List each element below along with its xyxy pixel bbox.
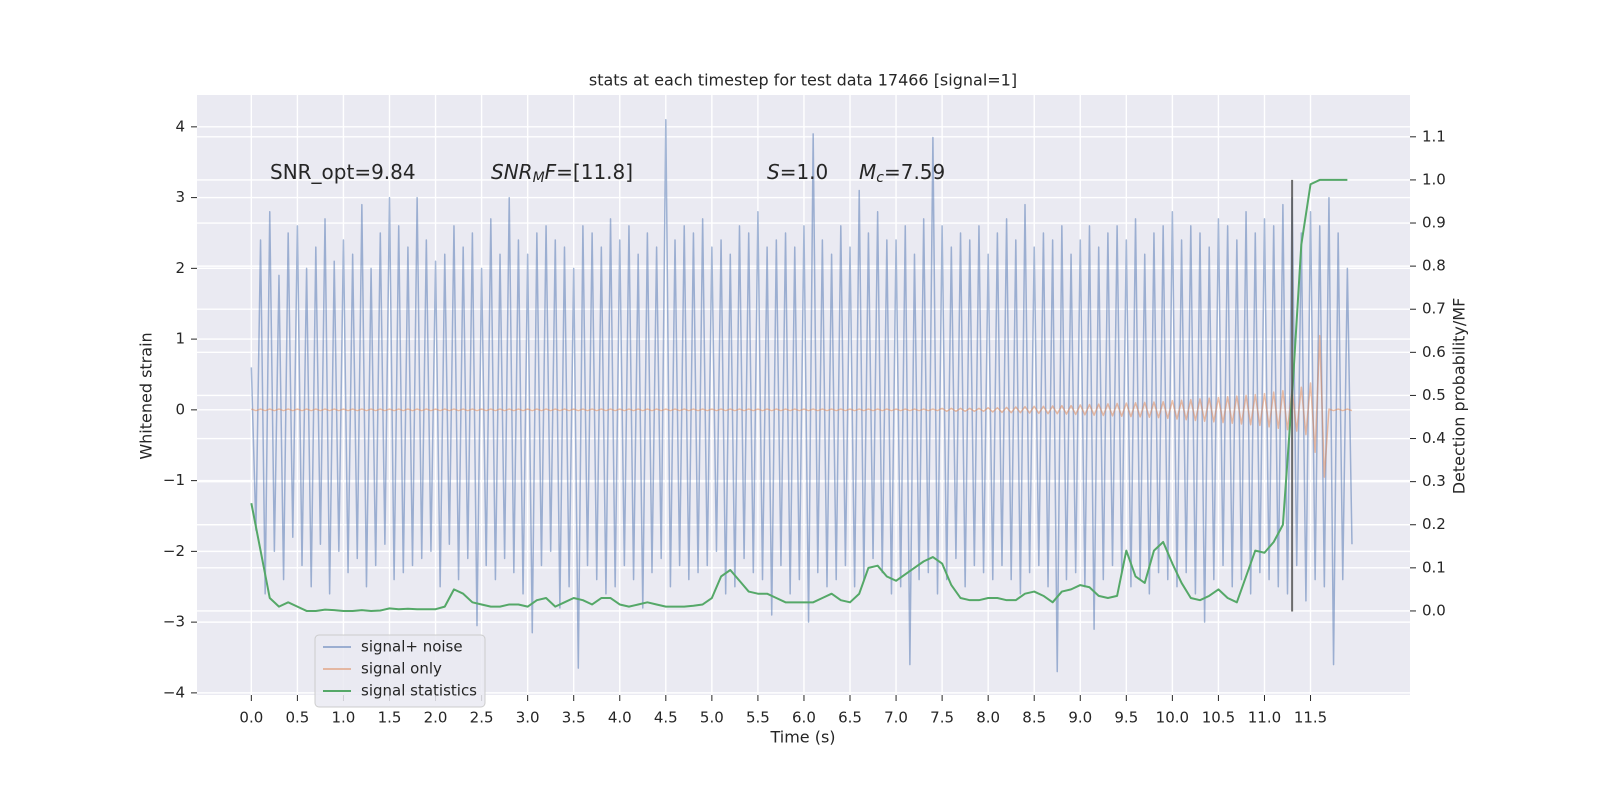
x-tick-label: 9.5 (1114, 709, 1138, 727)
x-tick-label: 11.0 (1248, 709, 1281, 727)
annotation: SNRMF=[11.8] (491, 160, 633, 187)
y2-tick-label: 1.0 (1422, 170, 1446, 188)
y-tick-label: −1 (163, 471, 185, 489)
y2-tick-label: 0.4 (1422, 429, 1446, 447)
series-line (250, 178, 1348, 612)
legend-label: signal statistics (361, 682, 477, 700)
y-tick-label: 4 (175, 117, 185, 135)
x-tick-label: 7.5 (930, 709, 954, 727)
x-axis-label: Time (s) (769, 728, 835, 747)
annotation-part: S (767, 160, 780, 184)
series-line (251, 334, 1353, 478)
x-tick-label: 0.5 (285, 709, 309, 727)
annotation-part: =7.59 (884, 160, 945, 184)
annotation-part: c (876, 170, 884, 186)
y2-tick-label: 0.0 (1422, 601, 1446, 619)
x-tick-label: 6.5 (838, 709, 862, 727)
annotation-part: SNR_opt=9.84 (270, 160, 416, 184)
y2-tick-label: 1.1 (1422, 127, 1446, 145)
x-tick-label: 8.0 (976, 709, 1000, 727)
x-tick-label: 1.0 (332, 709, 356, 727)
y-axis-label: Whitened strain (137, 332, 156, 459)
x-tick-label: 3.0 (516, 709, 540, 727)
legend-label: signal+ noise (361, 638, 463, 656)
annotation-part: =1.0 (780, 160, 829, 184)
x-tick-label: 5.0 (700, 709, 724, 727)
x-tick-label: 10.0 (1156, 709, 1189, 727)
data-area (250, 119, 1353, 673)
x-tick-label: 4.0 (608, 709, 632, 727)
annotation: S=1.0 (767, 160, 828, 184)
x-tick-label: 0.0 (239, 709, 263, 727)
annotation-part: M (859, 160, 876, 184)
series-line (250, 119, 1353, 673)
annotation: SNR_opt=9.84 (270, 160, 416, 184)
x-tick-label: 9.0 (1068, 709, 1092, 727)
legend-box (314, 634, 486, 708)
y2-tick-label: 0.2 (1422, 515, 1446, 533)
x-tick-label: 1.5 (378, 709, 402, 727)
y-tick-label: 2 (175, 259, 185, 277)
y2-tick-label: 0.8 (1422, 257, 1446, 275)
annotation-part: =[11.8] (556, 160, 633, 184)
x-tick-label: 7.0 (884, 709, 908, 727)
annotation-part: M (533, 170, 545, 186)
x-tick-label: 8.5 (1022, 709, 1046, 727)
y2-tick-label: 0.1 (1422, 558, 1446, 576)
x-tick-label: 4.5 (654, 709, 678, 727)
x-tick-label: 2.0 (424, 709, 448, 727)
y-tick-label: −4 (163, 683, 185, 701)
x-tick-label: 10.5 (1202, 709, 1235, 727)
y-tick-label: 1 (175, 330, 185, 348)
grid (197, 95, 1410, 695)
annotation-part: F (545, 160, 557, 184)
y-tick-label: −3 (163, 613, 185, 631)
y2-axis-label: Detection probability/MF (1450, 298, 1469, 495)
y2-tick-label: 0.5 (1422, 386, 1446, 404)
annotation: Mc=7.59 (859, 160, 945, 187)
legend-label: signal only (361, 660, 442, 678)
x-tick-label: 2.5 (470, 709, 494, 727)
y2-tick-label: 0.6 (1422, 343, 1446, 361)
y-tick-label: −2 (163, 542, 185, 560)
chart-title: stats at each timestep for test data 174… (589, 71, 1017, 90)
y2-tick-label: 0.9 (1422, 214, 1446, 232)
x-tick-label: 3.5 (562, 709, 586, 727)
y-tick-label: 0 (175, 400, 185, 418)
x-tick-label: 6.0 (792, 709, 816, 727)
y-tick-label: 3 (175, 188, 185, 206)
y2-tick-label: 0.3 (1422, 472, 1446, 490)
y2-tick-label: 0.7 (1422, 300, 1446, 318)
annotation-part: SNR (491, 160, 533, 184)
x-tick-label: 5.5 (746, 709, 770, 727)
x-tick-label: 11.5 (1294, 709, 1327, 727)
